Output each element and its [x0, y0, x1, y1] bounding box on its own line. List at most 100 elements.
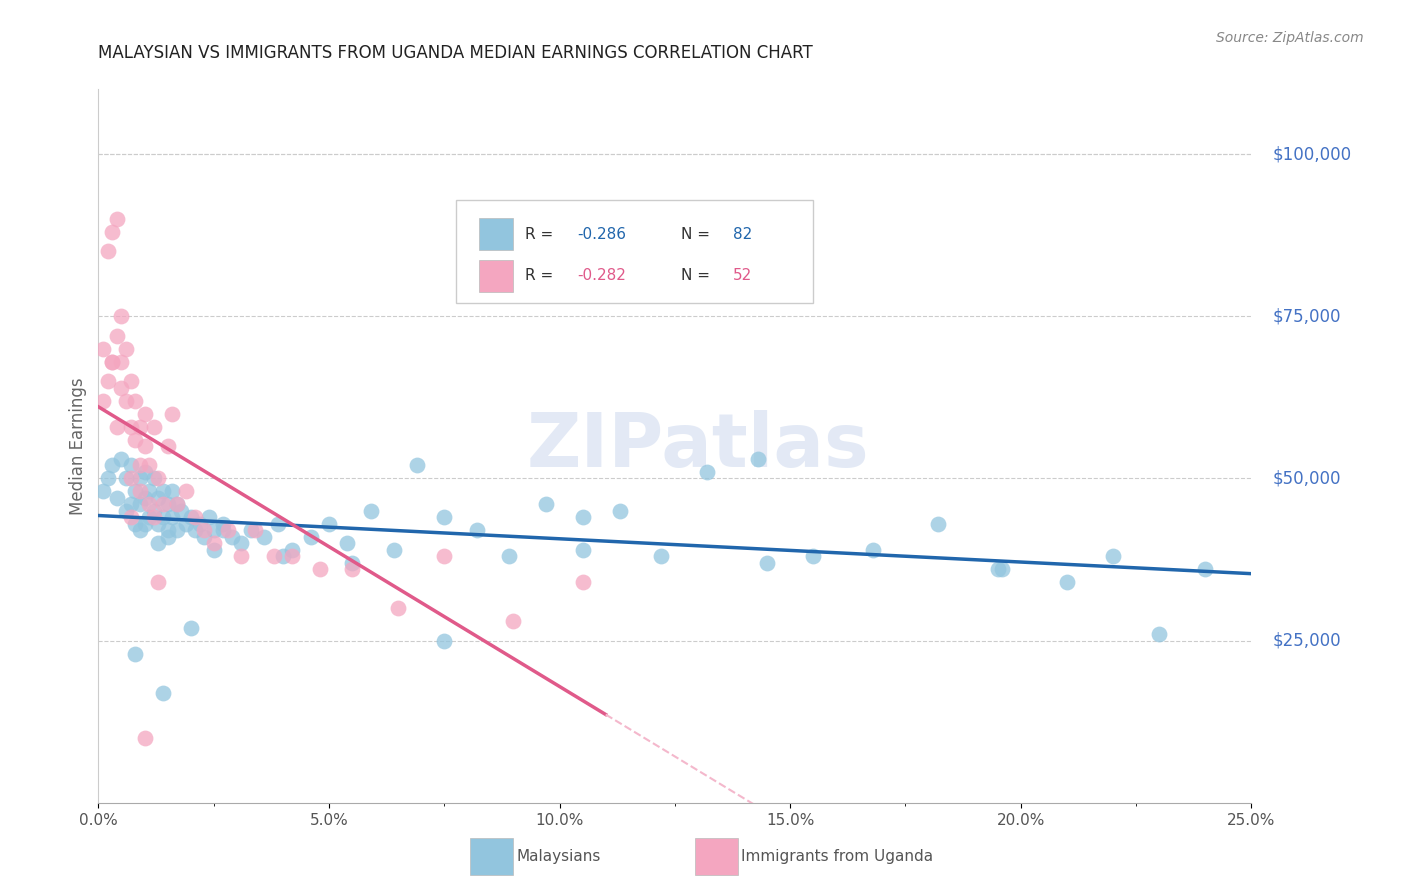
Point: [281, 549, 304, 564]
Point: [1056, 575, 1078, 590]
Text: ZIPatlas: ZIPatlas: [527, 409, 869, 483]
Point: [281, 542, 304, 557]
Point: [336, 536, 359, 550]
Point: [138, 510, 160, 524]
Point: [801, 549, 824, 564]
Point: [927, 516, 949, 531]
Point: [138, 497, 160, 511]
Text: Source: ZipAtlas.com: Source: ZipAtlas.com: [1216, 31, 1364, 45]
Point: [433, 549, 456, 564]
Point: [498, 549, 520, 564]
Point: [245, 524, 267, 538]
Point: [571, 510, 593, 524]
Point: [271, 549, 294, 564]
Point: [166, 524, 188, 538]
Point: [120, 458, 142, 473]
Point: [217, 524, 239, 538]
Text: $75,000: $75,000: [1272, 307, 1341, 326]
Point: [387, 601, 409, 615]
Point: [188, 516, 211, 531]
Point: [156, 530, 179, 544]
Point: [308, 562, 330, 576]
Point: [120, 471, 142, 485]
Point: [110, 354, 132, 368]
Point: [253, 530, 276, 544]
Point: [571, 575, 593, 590]
Point: [152, 497, 174, 511]
Point: [148, 491, 170, 505]
Text: N =: N =: [681, 227, 714, 242]
Point: [105, 328, 128, 343]
Point: [382, 542, 405, 557]
Point: [571, 542, 593, 557]
Point: [101, 458, 124, 473]
Point: [340, 562, 363, 576]
Point: [263, 549, 285, 564]
Text: Malaysians: Malaysians: [516, 849, 600, 863]
Point: [1147, 627, 1170, 641]
Point: [502, 614, 524, 628]
Text: 52: 52: [733, 268, 752, 283]
Point: [134, 465, 156, 479]
Point: [212, 516, 235, 531]
Point: [134, 439, 156, 453]
Point: [239, 524, 262, 538]
Point: [91, 484, 114, 499]
Point: [105, 211, 128, 226]
Text: ▪: ▪: [482, 842, 502, 871]
Point: [231, 536, 253, 550]
Point: [129, 471, 152, 485]
Point: [991, 562, 1014, 576]
Point: [212, 524, 235, 538]
Point: [120, 510, 142, 524]
Point: [405, 458, 427, 473]
Point: [134, 491, 156, 505]
Point: [747, 452, 769, 467]
Point: [170, 504, 193, 518]
Bar: [479, 260, 513, 292]
Point: [91, 342, 114, 356]
Point: [152, 685, 174, 699]
Point: [202, 536, 225, 550]
Point: [148, 536, 170, 550]
Point: [115, 471, 138, 485]
Point: [433, 633, 456, 648]
Text: -0.286: -0.286: [576, 227, 626, 242]
Point: [160, 510, 183, 524]
Point: [160, 407, 183, 421]
Point: [193, 530, 215, 544]
Point: [91, 393, 114, 408]
Point: [142, 471, 165, 485]
Point: [115, 393, 138, 408]
Point: [105, 491, 128, 505]
Point: [609, 504, 631, 518]
Text: 82: 82: [733, 227, 752, 242]
Point: [433, 510, 456, 524]
Point: [129, 524, 152, 538]
Text: $50,000: $50,000: [1272, 469, 1341, 487]
Point: [134, 516, 156, 531]
Point: [756, 556, 779, 570]
Point: [202, 542, 225, 557]
Point: [180, 621, 202, 635]
Point: [174, 484, 197, 499]
Point: [148, 516, 170, 531]
Point: [124, 433, 146, 447]
Point: [134, 407, 156, 421]
Point: [134, 731, 156, 745]
Point: [101, 354, 124, 368]
Point: [650, 549, 672, 564]
Point: [1102, 549, 1125, 564]
Text: -0.282: -0.282: [576, 268, 626, 283]
Point: [152, 484, 174, 499]
Point: [142, 504, 165, 518]
Point: [166, 497, 188, 511]
Point: [97, 374, 120, 388]
Point: [148, 471, 170, 485]
Point: [101, 225, 124, 239]
Point: [110, 381, 132, 395]
Point: [105, 419, 128, 434]
Point: [156, 439, 179, 453]
Point: [142, 419, 165, 434]
Point: [160, 484, 183, 499]
